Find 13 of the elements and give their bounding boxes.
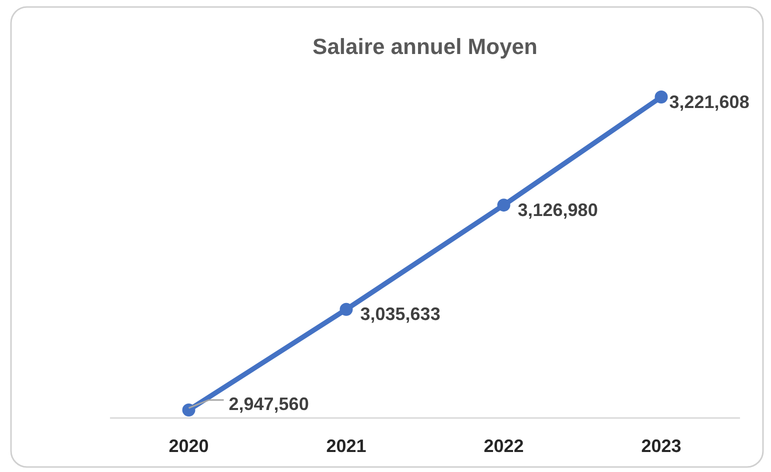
x-tick-label: 2021 xyxy=(326,436,366,456)
x-tick-label: 2023 xyxy=(641,436,682,456)
x-tick-label: 2022 xyxy=(484,436,524,456)
data-label: 2,947,560 xyxy=(228,394,309,414)
point xyxy=(340,302,353,316)
data-label: 3,035,633 xyxy=(360,304,440,324)
data-label: 3,126,980 xyxy=(518,200,598,220)
chart-title: Salaire annuel Moyen xyxy=(312,34,538,59)
point xyxy=(654,90,668,104)
x-tick-label: 2020 xyxy=(168,436,209,456)
point xyxy=(497,198,510,212)
point xyxy=(182,404,196,416)
data-label: 3,221,608 xyxy=(669,92,750,112)
